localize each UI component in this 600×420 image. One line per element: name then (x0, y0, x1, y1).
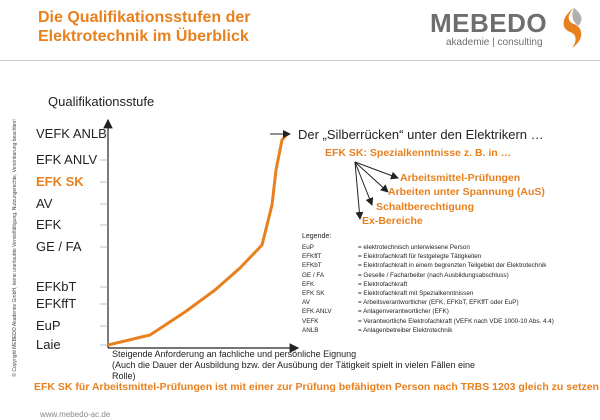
legend-value: = Arbeitsverantwortlicher (EFK, EFKbT, E… (358, 299, 519, 307)
sk-arrows (354, 161, 399, 220)
legend-key: ANLB (302, 326, 319, 334)
logo-emblem-icon (563, 8, 582, 48)
legend-row: AV = Arbeitsverantwortlicher (EFK, EFKbT,… (302, 299, 519, 306)
legend-value: = Elektrofachkraft in einem begrenzten T… (358, 262, 547, 270)
legend-value: = Elektrofachkraft mit Spezialkenntnisse… (358, 290, 474, 297)
level-label: GE / FA (36, 239, 82, 254)
title-line-2: Elektrotechnik im Überblick (38, 28, 249, 45)
sk-item-ex: Ex-Bereiche (362, 215, 423, 227)
legend-key: EuP (302, 244, 314, 251)
level-label: EuP (36, 318, 61, 333)
legend-row: EuP = elektrotechnisch unterwiesene Perso… (302, 244, 470, 251)
legend-value: = Geselle / Facharbeiter (nach Ausbildun… (358, 271, 509, 279)
legend-key: EFK (302, 280, 315, 288)
legend-row: GE / FA = Geselle / Facharbeiter (nach Au… (302, 272, 509, 279)
legend-row: ANLB = Anlagenbetreiber Elektrotechnik (302, 327, 452, 334)
title-line-1: Die Qualifikationsstufen der (38, 9, 251, 26)
legend-key: EFKbT (302, 262, 322, 270)
silverback-quote: Der „Silberrücken“ unter den Elektrikern… (298, 127, 544, 142)
level-label: EFKffT (36, 296, 77, 311)
logo-wordmark: MEBEDO (430, 8, 548, 38)
level-label: EFKbT (36, 279, 77, 294)
legend-key: EFK SK (302, 290, 325, 297)
legend-row: EFK SK = Elektrofachkraft mit Spezialkenn… (302, 290, 473, 297)
header-divider (0, 60, 600, 61)
level-label: EFK SK (36, 174, 84, 189)
level-label: EFK ANLV (36, 152, 98, 167)
x-label-line-2: (Auch die Dauer der Ausbildung bzw. der … (112, 360, 476, 370)
footer-url: www.mebedo-ac.de (40, 410, 111, 419)
legend-value: = Anlagenbetreiber Elektrotechnik (358, 326, 453, 334)
sk-heading: EFK SK: Spezialkenntnisse z. B. in … (325, 147, 512, 159)
qualification-curve (107, 132, 290, 347)
legend-key: GE / FA (302, 271, 325, 279)
x-axis-label: Steigende Anforderung an fachliche und p… (112, 349, 482, 382)
legend-value: = Verantwortliche Elektrofachkraft (VEFK… (358, 317, 554, 325)
x-label-line-1: Steigende Anforderung an fachliche und p… (112, 349, 357, 359)
sk-item-arbeitsmittel: Arbeitsmittel-Prüfungen (400, 172, 521, 184)
legend-heading: Legende: (302, 233, 332, 240)
legend-value: = Elektrofachkraft (358, 280, 408, 288)
level-ticks (100, 133, 108, 346)
level-label: AV (36, 196, 53, 211)
legend-row: VEFK = Verantwortliche Elektrofachkraft (… (302, 318, 554, 325)
sk-item-aus: Arbeiten unter Spannung (AuS) (388, 186, 545, 198)
logo-subtitle: akademie | consulting (446, 37, 543, 48)
axis-title: Qualifikationsstufe (48, 94, 155, 109)
sk-item-schaltberechtigung: Schaltberechtigung (376, 201, 475, 213)
legend-row: EFK ANLV = Anlagenverantwortlicher (EFK) (302, 308, 449, 315)
footer-note: EFK SK für Arbeitsmittel-Prüfungen ist m… (34, 381, 600, 393)
legend-value: = Anlagenverantwortlicher (EFK) (358, 308, 449, 316)
slide-title: Die Qualifikationsstufen der Elektrotech… (38, 8, 250, 46)
legend-row: EFK = Elektrofachkraft (302, 281, 407, 288)
legend-row: EFKbT = Elektrofachkraft in einem begrenz… (302, 262, 546, 269)
level-label: Laie (36, 337, 61, 352)
level-label: VEFK ANLB (36, 126, 107, 141)
legend-value: = Elektrofachkraft für festgelegte Tätig… (358, 253, 482, 261)
legend-key: AV (302, 299, 310, 307)
legend-key: EFKffT (302, 253, 322, 261)
level-label: EFK (36, 217, 62, 232)
legend-value: = elektrotechnisch unterwiesene Person (358, 244, 470, 251)
legend-key: VEFK (302, 317, 319, 325)
legend-key: EFK ANLV (302, 308, 332, 316)
legend-row: EFKffT = Elektrofachkraft für festgelegte… (302, 253, 481, 260)
x-label-line-3: Rolle) (112, 371, 136, 381)
